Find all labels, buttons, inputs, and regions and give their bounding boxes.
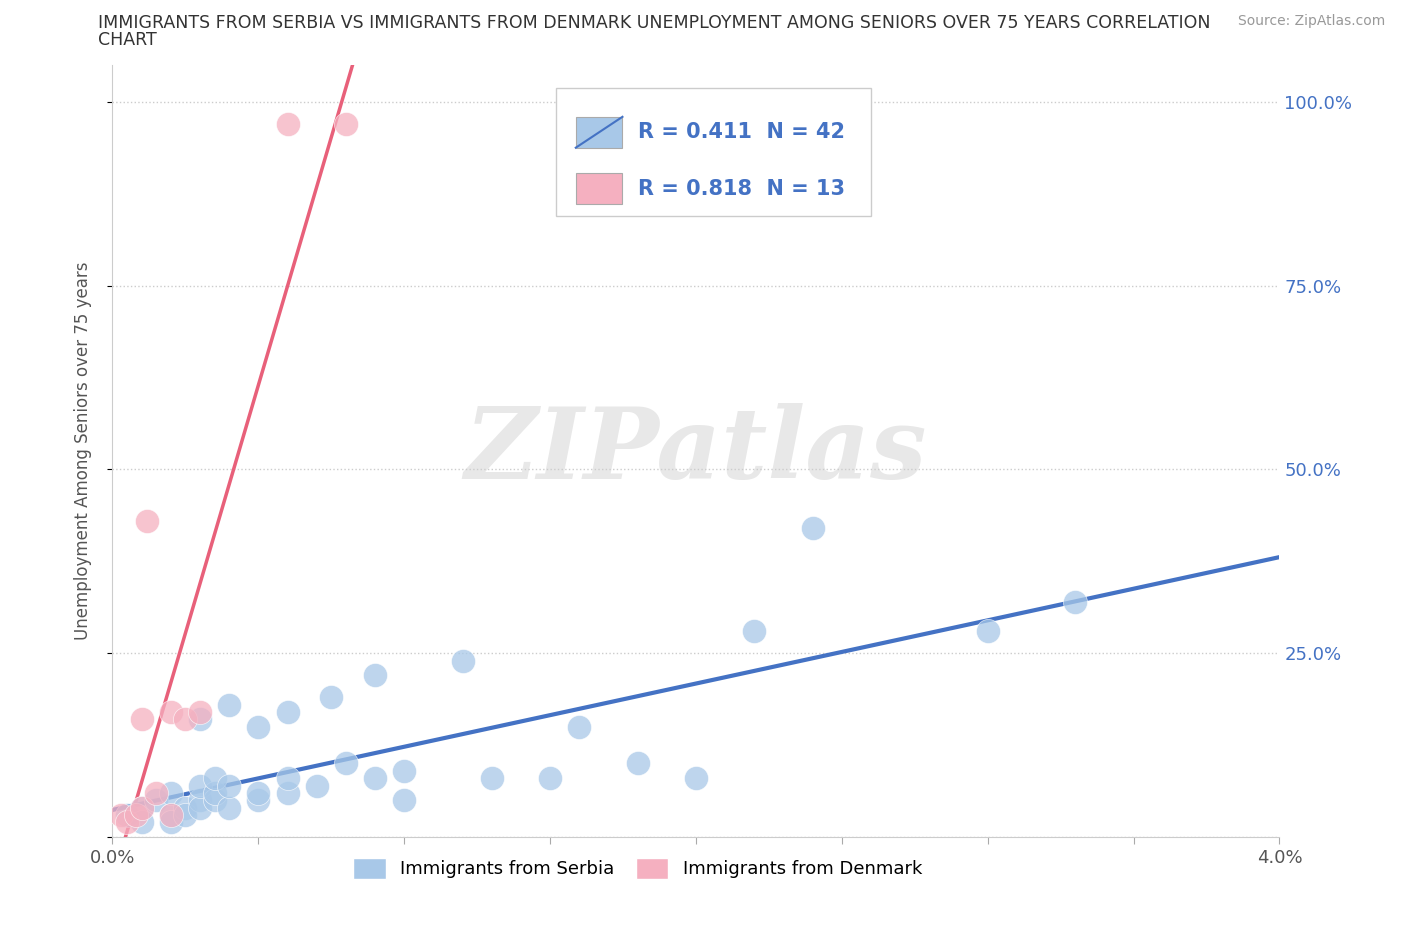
Point [131,815,153,830]
Point [394,764,416,778]
Point [174,800,197,815]
Point [218,800,240,815]
Point [247,792,270,807]
Point [742,624,765,639]
Point [160,807,183,822]
Text: R = 0.818  N = 13: R = 0.818 N = 13 [638,179,845,199]
Text: CHART: CHART [98,31,157,48]
Point [188,778,211,793]
Point [204,786,226,801]
Point [160,807,183,822]
Text: IMMIGRANTS FROM SERBIA VS IMMIGRANTS FROM DENMARK UNEMPLOYMENT AMONG SENIORS OVE: IMMIGRANTS FROM SERBIA VS IMMIGRANTS FRO… [98,14,1211,32]
Point [276,705,298,720]
Point [305,778,328,793]
Point [568,719,591,734]
Point [394,792,416,807]
Point [125,807,148,822]
Bar [576,117,623,148]
Point [204,792,226,807]
Legend: Immigrants from Serbia, Immigrants from Denmark: Immigrants from Serbia, Immigrants from … [346,851,929,886]
Point [685,771,707,786]
Point [131,712,153,727]
Point [481,771,503,786]
Text: Source: ZipAtlas.com: Source: ZipAtlas.com [1237,14,1385,28]
Point [538,771,561,786]
FancyBboxPatch shape [555,88,872,216]
Point [218,698,240,712]
Point [976,624,998,639]
Bar [576,173,623,204]
Point [364,771,387,786]
Point [364,668,387,683]
Point [110,807,132,822]
Point [321,690,343,705]
Point [188,712,211,727]
Point [801,521,824,536]
Point [131,800,153,815]
Point [627,756,650,771]
Point [247,786,270,801]
Y-axis label: Unemployment Among Seniors over 75 years: Unemployment Among Seniors over 75 years [73,262,91,640]
Point [174,807,197,822]
Text: ZIPatlas: ZIPatlas [465,403,927,499]
Point [174,712,197,727]
Text: R = 0.411  N = 42: R = 0.411 N = 42 [638,122,845,142]
Point [188,792,211,807]
Point [204,771,226,786]
Point [276,771,298,786]
Point [276,116,298,131]
Point [145,792,167,807]
Point [136,513,159,528]
Point [188,705,211,720]
Point [1064,594,1087,609]
Point [218,778,240,793]
Point [160,815,183,830]
Point [115,815,138,830]
Point [276,786,298,801]
Point [335,756,357,771]
Point [145,786,167,801]
Point [160,786,183,801]
Point [160,705,183,720]
Point [335,116,357,131]
Point [131,800,153,815]
Point [451,653,474,668]
Point [247,719,270,734]
Point [115,807,138,822]
Point [188,800,211,815]
